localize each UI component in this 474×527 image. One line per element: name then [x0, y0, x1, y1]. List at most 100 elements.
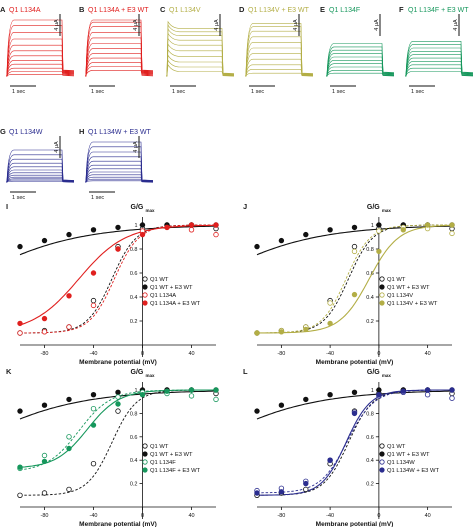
- y-tick-label: 0.6: [366, 271, 374, 277]
- current-trace: [326, 43, 395, 77]
- current-trace: [166, 27, 235, 77]
- data-point: [115, 408, 121, 414]
- fit-curve: [19, 224, 216, 326]
- y-tick-label: 0.4: [366, 458, 374, 464]
- trace-panel-d: D Q1 L134V + E3 WT 4 μA 1 sec: [239, 5, 314, 95]
- data-point: [41, 237, 48, 244]
- data-point: [351, 291, 358, 298]
- x-tick-label: -40: [90, 351, 98, 357]
- x-tick-label: -80: [277, 513, 285, 519]
- x-tick-label: 0: [377, 351, 380, 357]
- data-point: [139, 392, 146, 398]
- trace-title: Q1 L134A + E3 WT: [88, 7, 149, 14]
- fit-curve: [257, 224, 452, 334]
- time-scale-label: 1 sec: [251, 89, 264, 95]
- data-point: [164, 224, 170, 231]
- legend-marker: [379, 467, 385, 473]
- y-tick-label: 0.4: [366, 295, 374, 301]
- trace-panel-c: C Q1 L134V 4 μA 1 sec: [160, 5, 235, 95]
- current-trace: [85, 156, 154, 183]
- current-trace: [166, 32, 235, 77]
- current-trace: [6, 154, 75, 183]
- panel-letter: A: [0, 5, 6, 14]
- y-tick-label: 0.2: [366, 482, 374, 488]
- current-trace: [6, 19, 75, 77]
- data-point: [213, 222, 219, 228]
- data-point: [66, 231, 72, 238]
- x-tick-label: 40: [425, 513, 431, 519]
- y-axis-label: G/G: [131, 369, 144, 376]
- legend-marker: [379, 292, 385, 298]
- x-tick-label: -80: [277, 351, 285, 357]
- fit-curve: [19, 225, 217, 256]
- data-point: [90, 270, 97, 276]
- legend-entry: Q1 L134V: [387, 293, 413, 299]
- data-point: [17, 330, 23, 336]
- data-point: [254, 490, 260, 496]
- legend-entry: Q1 L134W: [387, 460, 415, 466]
- legend-marker: [142, 459, 148, 465]
- current-trace: [166, 37, 235, 77]
- legend-entry: Q1 WT + E3 WT: [150, 285, 193, 291]
- panel-letter: F: [399, 5, 404, 14]
- current-scale-label: 4 μA: [133, 19, 139, 31]
- time-scale-label: 1 sec: [12, 195, 25, 201]
- trace-title: Q1 L134F: [329, 7, 360, 14]
- trace-panel-e: E Q1 L134F 4 μA 1 sec: [320, 5, 395, 95]
- data-point: [278, 489, 285, 495]
- legend-entry: Q1 WT + E3 WT: [150, 452, 193, 458]
- data-point: [115, 224, 121, 231]
- fit-curve: [257, 224, 452, 334]
- trace-panel-g: G Q1 L134W 4 μA 1 sec: [0, 127, 75, 201]
- data-point: [66, 324, 72, 330]
- data-point: [90, 297, 97, 304]
- current-trace: [166, 48, 235, 77]
- panel-letter: G: [0, 127, 6, 136]
- y-tick-label: 0.8: [130, 247, 138, 253]
- current-trace: [85, 31, 154, 77]
- data-point: [351, 224, 358, 231]
- data-point: [449, 387, 455, 393]
- data-point: [66, 293, 72, 299]
- data-point: [90, 422, 97, 428]
- data-point: [303, 326, 309, 333]
- data-point: [351, 243, 358, 250]
- current-trace: [85, 160, 154, 183]
- time-scale-label: 1 sec: [172, 89, 185, 95]
- x-tick-label: -40: [90, 513, 98, 519]
- data-point: [254, 330, 260, 336]
- data-point: [376, 248, 382, 255]
- data-point: [327, 320, 333, 327]
- data-point: [278, 402, 285, 408]
- fit-curve: [19, 224, 216, 334]
- y-tick-label: 0.6: [366, 435, 374, 441]
- legend-entry: Q1 L134V + E3 WT: [387, 301, 438, 307]
- data-point: [41, 452, 48, 459]
- legend-marker: [379, 276, 385, 282]
- y-tick-label: 0.6: [130, 435, 138, 441]
- data-point: [90, 302, 97, 309]
- current-trace: [166, 20, 235, 77]
- fit-curve: [257, 389, 452, 494]
- trace-title: Q1 L134A: [9, 7, 41, 14]
- current-scale-label: 4 μA: [293, 19, 299, 31]
- y-axis-label: G/G: [367, 369, 380, 376]
- legend-entry: Q1 WT: [150, 444, 169, 450]
- legend-entry: Q1 L134W + E3 WT: [387, 468, 439, 474]
- data-point: [254, 243, 260, 250]
- x-tick-label: -80: [41, 351, 49, 357]
- data-point: [139, 222, 146, 228]
- time-scale-label: 1 sec: [91, 195, 104, 201]
- data-point: [376, 222, 382, 228]
- data-point: [327, 227, 333, 233]
- current-scale-label: 4 μA: [374, 19, 380, 31]
- panel-letter: B: [79, 5, 85, 14]
- x-tick-label: -40: [326, 513, 334, 519]
- data-point: [90, 227, 97, 233]
- legend-entry: Q1 WT: [387, 444, 406, 450]
- time-scale-label: 1 sec: [411, 89, 424, 95]
- legend-marker: [142, 284, 148, 290]
- legend-marker: [142, 443, 148, 449]
- y-tick-label: 1: [371, 388, 374, 394]
- data-point: [303, 231, 309, 238]
